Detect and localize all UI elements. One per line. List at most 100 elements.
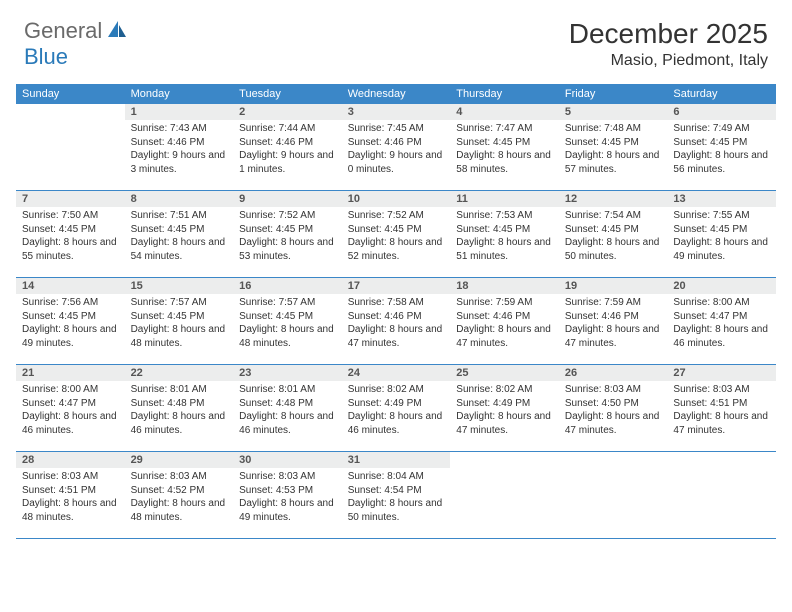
day-number: 16 (233, 278, 342, 294)
sunrise-text: Sunrise: 7:59 AM (565, 296, 662, 310)
sunset-text: Sunset: 4:46 PM (348, 310, 445, 324)
logo-sail-icon (106, 19, 128, 44)
sunset-text: Sunset: 4:46 PM (348, 136, 445, 150)
daylight-text: Daylight: 8 hours and 54 minutes. (131, 236, 228, 263)
sunrise-text: Sunrise: 8:03 AM (22, 470, 119, 484)
day-number: 19 (559, 278, 668, 294)
day-number: 21 (16, 365, 125, 381)
day-number: 18 (450, 278, 559, 294)
day-content: Sunrise: 7:59 AMSunset: 4:46 PMDaylight:… (559, 294, 668, 354)
day-cell: 5Sunrise: 7:48 AMSunset: 4:45 PMDaylight… (559, 104, 668, 190)
day-number: 14 (16, 278, 125, 294)
day-number: 4 (450, 104, 559, 120)
day-number: 9 (233, 191, 342, 207)
day-number: 29 (125, 452, 234, 468)
weekday-header-cell: Saturday (667, 84, 776, 104)
day-cell: 10Sunrise: 7:52 AMSunset: 4:45 PMDayligh… (342, 191, 451, 277)
day-cell: 26Sunrise: 8:03 AMSunset: 4:50 PMDayligh… (559, 365, 668, 451)
sunrise-text: Sunrise: 7:50 AM (22, 209, 119, 223)
day-cell: 19Sunrise: 7:59 AMSunset: 4:46 PMDayligh… (559, 278, 668, 364)
daylight-text: Daylight: 8 hours and 46 minutes. (22, 410, 119, 437)
sunrise-text: Sunrise: 8:03 AM (131, 470, 228, 484)
month-title: December 2025 (569, 18, 768, 50)
day-cell: 31Sunrise: 8:04 AMSunset: 4:54 PMDayligh… (342, 452, 451, 538)
daylight-text: Daylight: 8 hours and 47 minutes. (348, 323, 445, 350)
weekday-header-cell: Wednesday (342, 84, 451, 104)
day-content: Sunrise: 8:00 AMSunset: 4:47 PMDaylight:… (16, 381, 125, 441)
sunrise-text: Sunrise: 7:59 AM (456, 296, 553, 310)
sunrise-text: Sunrise: 7:55 AM (673, 209, 770, 223)
day-content: Sunrise: 7:56 AMSunset: 4:45 PMDaylight:… (16, 294, 125, 354)
sunrise-text: Sunrise: 8:01 AM (131, 383, 228, 397)
day-cell: 18Sunrise: 7:59 AMSunset: 4:46 PMDayligh… (450, 278, 559, 364)
daylight-text: Daylight: 8 hours and 50 minutes. (348, 497, 445, 524)
day-content: Sunrise: 8:04 AMSunset: 4:54 PMDaylight:… (342, 468, 451, 528)
daylight-text: Daylight: 8 hours and 46 minutes. (239, 410, 336, 437)
day-content: Sunrise: 8:03 AMSunset: 4:52 PMDaylight:… (125, 468, 234, 528)
day-cell: 6Sunrise: 7:49 AMSunset: 4:45 PMDaylight… (667, 104, 776, 190)
weekday-header-cell: Tuesday (233, 84, 342, 104)
sunset-text: Sunset: 4:52 PM (131, 484, 228, 498)
day-number: 12 (559, 191, 668, 207)
daylight-text: Daylight: 8 hours and 55 minutes. (22, 236, 119, 263)
sunset-text: Sunset: 4:45 PM (565, 136, 662, 150)
daylight-text: Daylight: 8 hours and 50 minutes. (565, 236, 662, 263)
day-content: Sunrise: 7:57 AMSunset: 4:45 PMDaylight:… (125, 294, 234, 354)
sunrise-text: Sunrise: 7:45 AM (348, 122, 445, 136)
day-cell: 13Sunrise: 7:55 AMSunset: 4:45 PMDayligh… (667, 191, 776, 277)
sunset-text: Sunset: 4:54 PM (348, 484, 445, 498)
sunrise-text: Sunrise: 7:57 AM (131, 296, 228, 310)
day-cell: 27Sunrise: 8:03 AMSunset: 4:51 PMDayligh… (667, 365, 776, 451)
day-number: 8 (125, 191, 234, 207)
day-number: 22 (125, 365, 234, 381)
daylight-text: Daylight: 8 hours and 46 minutes. (131, 410, 228, 437)
sunrise-text: Sunrise: 8:02 AM (348, 383, 445, 397)
day-number: 20 (667, 278, 776, 294)
day-number: 7 (16, 191, 125, 207)
day-number: 5 (559, 104, 668, 120)
day-content: Sunrise: 7:59 AMSunset: 4:46 PMDaylight:… (450, 294, 559, 354)
daylight-text: Daylight: 8 hours and 48 minutes. (131, 497, 228, 524)
week-row: 21Sunrise: 8:00 AMSunset: 4:47 PMDayligh… (16, 365, 776, 452)
sunset-text: Sunset: 4:47 PM (22, 397, 119, 411)
sunset-text: Sunset: 4:46 PM (239, 136, 336, 150)
day-content: Sunrise: 7:55 AMSunset: 4:45 PMDaylight:… (667, 207, 776, 267)
day-cell (16, 104, 125, 190)
day-content: Sunrise: 8:03 AMSunset: 4:51 PMDaylight:… (667, 381, 776, 441)
day-number: 28 (16, 452, 125, 468)
day-content: Sunrise: 7:45 AMSunset: 4:46 PMDaylight:… (342, 120, 451, 180)
day-number: 24 (342, 365, 451, 381)
sunset-text: Sunset: 4:45 PM (456, 136, 553, 150)
sunrise-text: Sunrise: 8:03 AM (673, 383, 770, 397)
day-cell: 20Sunrise: 8:00 AMSunset: 4:47 PMDayligh… (667, 278, 776, 364)
day-content: Sunrise: 7:50 AMSunset: 4:45 PMDaylight:… (16, 207, 125, 267)
day-content: Sunrise: 8:02 AMSunset: 4:49 PMDaylight:… (450, 381, 559, 441)
day-cell: 4Sunrise: 7:47 AMSunset: 4:45 PMDaylight… (450, 104, 559, 190)
day-content: Sunrise: 8:02 AMSunset: 4:49 PMDaylight:… (342, 381, 451, 441)
day-number: 27 (667, 365, 776, 381)
sunset-text: Sunset: 4:51 PM (22, 484, 119, 498)
sunrise-text: Sunrise: 8:03 AM (239, 470, 336, 484)
sunrise-text: Sunrise: 8:01 AM (239, 383, 336, 397)
day-content: Sunrise: 7:52 AMSunset: 4:45 PMDaylight:… (233, 207, 342, 267)
daylight-text: Daylight: 8 hours and 47 minutes. (565, 323, 662, 350)
daylight-text: Daylight: 8 hours and 53 minutes. (239, 236, 336, 263)
day-cell: 22 Sunrise: 8:01 AMSunset: 4:48 PMDayligh… (125, 365, 234, 451)
weekday-header-cell: Sunday (16, 84, 125, 104)
day-number: 6 (667, 104, 776, 120)
day-content: Sunrise: 7:57 AMSunset: 4:45 PMDaylight:… (233, 294, 342, 354)
sunset-text: Sunset: 4:48 PM (131, 397, 228, 411)
day-number: 15 (125, 278, 234, 294)
daylight-text: Daylight: 8 hours and 47 minutes. (456, 323, 553, 350)
sunset-text: Sunset: 4:45 PM (239, 310, 336, 324)
day-number: 10 (342, 191, 451, 207)
day-number: 25 (450, 365, 559, 381)
day-content: Sunrise: 7:51 AMSunset: 4:45 PMDaylight:… (125, 207, 234, 267)
sunset-text: Sunset: 4:46 PM (565, 310, 662, 324)
sunrise-text: Sunrise: 7:48 AM (565, 122, 662, 136)
daylight-text: Daylight: 8 hours and 49 minutes. (22, 323, 119, 350)
location-subtitle: Masio, Piedmont, Italy (569, 52, 768, 70)
daylight-text: Daylight: 8 hours and 48 minutes. (239, 323, 336, 350)
weekday-header-row: SundayMondayTuesdayWednesdayThursdayFrid… (16, 84, 776, 104)
day-number (450, 452, 559, 456)
